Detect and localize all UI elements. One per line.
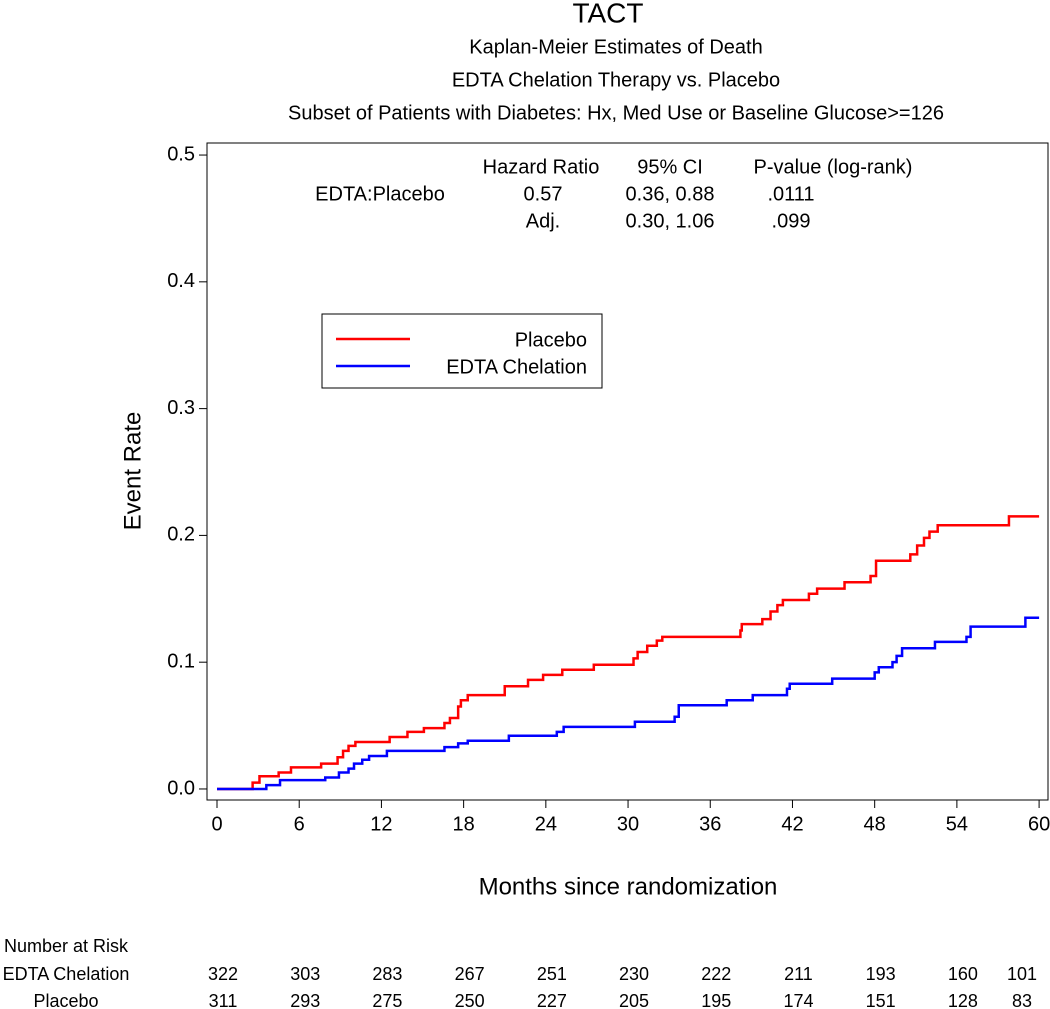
risk-value: 275 xyxy=(372,991,402,1009)
chart-title: TACT xyxy=(572,0,643,28)
plot-frame xyxy=(206,142,1049,801)
risk-row-label: Placebo xyxy=(33,991,98,1009)
x-tick-label: 48 xyxy=(864,813,886,835)
risk-value: 193 xyxy=(866,964,896,984)
risk-value: 151 xyxy=(866,991,896,1009)
y-tick-label: 0.5 xyxy=(167,143,195,165)
subtitle: Kaplan-Meier Estimates of Death xyxy=(469,36,762,58)
stats-p: .099 xyxy=(772,210,811,232)
stats-header: P-value (log-rank) xyxy=(754,156,913,178)
risk-value: 311 xyxy=(209,991,238,1009)
y-tick-label: 0.3 xyxy=(167,397,195,419)
risk-value: 128 xyxy=(948,991,978,1009)
risk-value: 195 xyxy=(701,991,731,1009)
legend-label: Placebo xyxy=(515,329,587,351)
risk-value: 101 xyxy=(1007,964,1037,984)
risk-value: 293 xyxy=(290,991,320,1009)
risk-row-label: EDTA Chelation xyxy=(3,964,130,984)
risk-value: 227 xyxy=(537,991,567,1009)
x-tick-label: 30 xyxy=(617,813,639,835)
x-tick-label: 42 xyxy=(781,813,803,835)
risk-value: 283 xyxy=(372,964,402,984)
risk-value: 211 xyxy=(784,964,813,984)
risk-value: 205 xyxy=(619,991,649,1009)
risk-value: 322 xyxy=(208,964,238,984)
risk-value: 230 xyxy=(619,964,649,984)
x-tick-label: 6 xyxy=(294,813,305,835)
x-tick-label: 24 xyxy=(535,813,557,835)
risk-value: 160 xyxy=(948,964,978,984)
y-tick-label: 0.0 xyxy=(167,777,195,799)
x-tick-label: 54 xyxy=(946,813,968,835)
stats-ci: 0.36, 0.88 xyxy=(626,183,715,205)
subtitle: Subset of Patients with Diabetes: Hx, Me… xyxy=(288,102,944,124)
risk-value: 83 xyxy=(1012,991,1032,1009)
risk-value: 251 xyxy=(537,964,567,984)
stats-label: EDTA:Placebo xyxy=(315,183,445,205)
risk-value: 250 xyxy=(455,991,485,1009)
legend-label: EDTA Chelation xyxy=(446,356,587,378)
y-tick-label: 0.2 xyxy=(167,524,195,546)
risk-value: 267 xyxy=(455,964,485,984)
stats-p: .0111 xyxy=(767,183,814,205)
x-tick-label: 18 xyxy=(453,813,475,835)
legend xyxy=(321,313,603,389)
stats-ci: 0.30, 1.06 xyxy=(626,210,715,232)
y-axis-label: Event Rate xyxy=(119,412,146,531)
risk-value: 174 xyxy=(783,991,813,1009)
risk-value: 222 xyxy=(701,964,731,984)
stats-header: Hazard Ratio xyxy=(483,156,600,178)
x-tick-label: 60 xyxy=(1028,813,1050,835)
risk-value: 303 xyxy=(290,964,320,984)
y-tick-label: 0.4 xyxy=(167,270,195,292)
x-tick-label: 12 xyxy=(370,813,392,835)
km-line xyxy=(217,616,1040,791)
risk-title: Number at Risk xyxy=(4,936,129,956)
x-tick-label: 0 xyxy=(211,813,222,835)
km-line xyxy=(217,515,1040,791)
subtitle: EDTA Chelation Therapy vs. Placebo xyxy=(452,69,780,91)
stats-hr: Adj. xyxy=(526,210,560,232)
x-axis-label: Months since randomization xyxy=(479,873,778,900)
y-tick-label: 0.1 xyxy=(167,650,195,672)
stats-header: 95% CI xyxy=(637,156,703,178)
stats-hr: 0.57 xyxy=(524,183,563,205)
x-tick-label: 36 xyxy=(699,813,721,835)
